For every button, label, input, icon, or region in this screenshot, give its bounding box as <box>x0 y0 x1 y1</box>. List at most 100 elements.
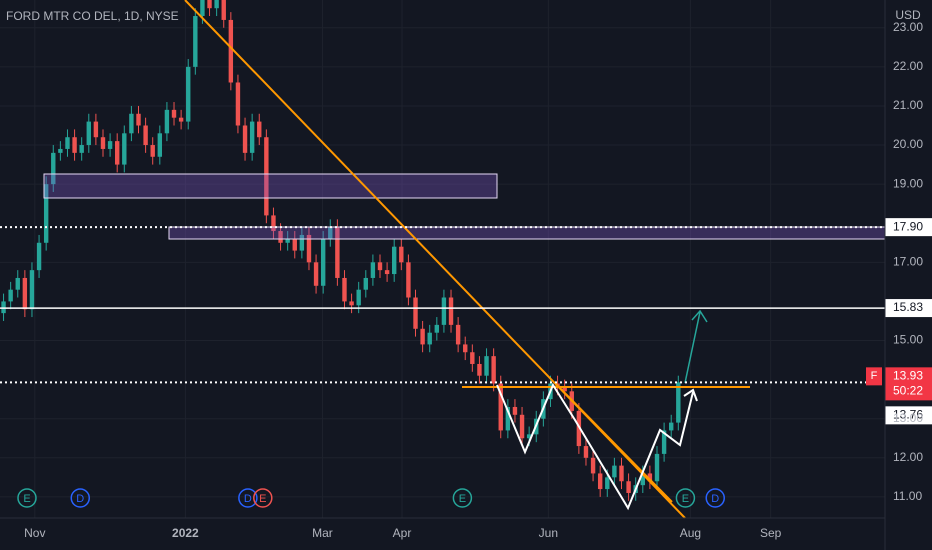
x-tick-label: 2022 <box>172 526 199 540</box>
candle-body <box>58 148 63 153</box>
x-tick-label: Sep <box>760 526 782 540</box>
candle-body <box>505 406 511 431</box>
target-arrow <box>684 311 701 384</box>
candle-body <box>413 297 418 329</box>
candle-body <box>285 238 290 243</box>
candle-body <box>193 16 198 67</box>
candle-body <box>29 270 35 310</box>
x-tick-label: Nov <box>24 526 45 540</box>
candle-body <box>647 473 653 482</box>
candle-body <box>484 356 489 376</box>
candle-body <box>676 382 681 423</box>
candle-body <box>392 246 397 275</box>
event-badge <box>253 488 273 508</box>
target-arrowhead <box>691 309 708 323</box>
candle-body <box>157 133 163 157</box>
candle-body <box>562 387 567 392</box>
candle-body <box>363 277 368 290</box>
candle-body <box>271 215 276 232</box>
event-label: E <box>23 493 30 505</box>
candle-body <box>292 238 297 251</box>
candle-body <box>257 121 262 138</box>
candle-body <box>93 121 99 138</box>
y-tick-label: 22.00 <box>893 59 923 73</box>
event-label: D <box>244 493 252 505</box>
candle-body <box>79 145 84 153</box>
candle-body <box>463 344 468 353</box>
candle-body <box>249 121 255 153</box>
candle-body <box>100 137 106 149</box>
extra-price-label: 13.76 <box>893 408 923 422</box>
chart-title: FORD MTR CO DEL, 1D, NYSE <box>6 9 179 23</box>
event-badge <box>17 488 37 508</box>
candle-body <box>86 121 91 146</box>
level-label: 17.90 <box>893 219 923 233</box>
candle-body <box>122 133 127 165</box>
candle-body <box>434 324 440 333</box>
candle-body <box>583 446 589 458</box>
candle-body <box>136 113 141 126</box>
grid <box>0 0 885 518</box>
candle-body <box>420 328 425 345</box>
level-label: 15.83 <box>893 300 923 314</box>
zone <box>168 226 886 240</box>
candle-body <box>72 137 77 153</box>
candle-body <box>427 332 432 345</box>
candle-body <box>612 465 617 478</box>
candle-body <box>519 414 525 439</box>
event-badge <box>675 488 696 508</box>
candle-body <box>178 117 184 122</box>
candle-body <box>477 363 482 376</box>
extra-price-box <box>885 406 932 425</box>
candle-body <box>186 66 191 122</box>
y-tick-label: 21.00 <box>893 98 923 112</box>
candle-body <box>242 125 248 153</box>
candle-body <box>22 277 28 310</box>
candle-body <box>669 422 674 431</box>
candle-body <box>491 356 496 384</box>
candle-body <box>349 301 354 306</box>
y-tick-label: 17.00 <box>893 254 923 268</box>
x-tick-label: Mar <box>312 526 333 540</box>
y-tick-label: 12.00 <box>893 450 923 464</box>
candle-body <box>590 457 596 474</box>
candle-body <box>43 184 49 243</box>
event-label: D <box>711 493 719 505</box>
event-badge <box>452 488 473 508</box>
candle-body <box>370 262 376 278</box>
candle-body <box>377 262 383 271</box>
drawings <box>43 0 886 519</box>
candle-body <box>1 301 6 314</box>
candle-body <box>171 109 177 118</box>
level-label-box <box>885 218 932 237</box>
zone <box>43 173 498 199</box>
candle-body <box>278 231 283 243</box>
candle-body <box>15 277 20 290</box>
candle-body <box>51 152 56 185</box>
candle-body <box>36 242 42 271</box>
candle-body <box>605 477 610 490</box>
candle-body <box>228 19 234 83</box>
candle-body <box>164 109 170 134</box>
symbol: F <box>871 370 878 382</box>
countdown: 50:22 <box>893 384 923 398</box>
candle-body <box>328 227 333 239</box>
event-label: E <box>459 493 466 505</box>
last-price-label: 13.93 <box>893 369 923 383</box>
candle-body <box>200 0 205 17</box>
candle-body <box>129 113 134 134</box>
y-tick-label: 11.00 <box>893 489 922 503</box>
candle-body <box>150 145 155 157</box>
symbol-box <box>866 367 882 386</box>
candle-body <box>335 227 340 278</box>
candle-body <box>356 289 361 306</box>
candle-body <box>640 473 645 486</box>
last-price-box <box>885 367 932 401</box>
y-tick-label: 15.00 <box>893 333 923 347</box>
pattern-arrowhead <box>683 388 698 402</box>
candle-body <box>455 324 461 345</box>
event-badge <box>238 488 258 508</box>
